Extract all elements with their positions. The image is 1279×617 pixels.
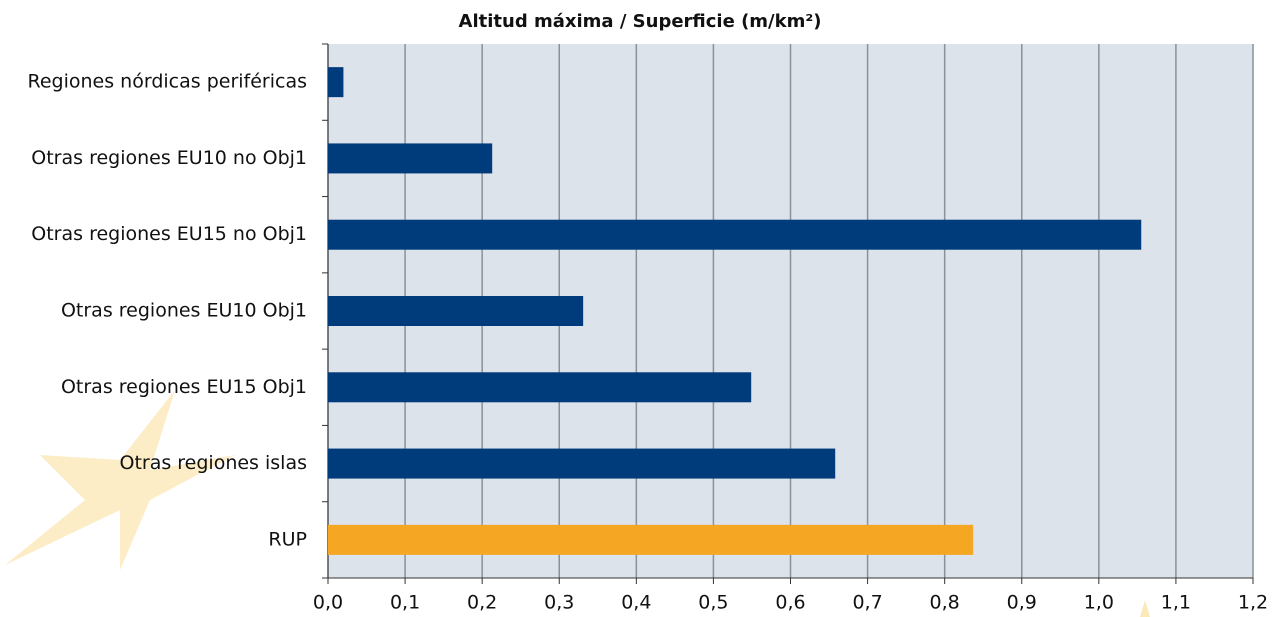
x-tick-label: 1,0: [1084, 592, 1114, 614]
x-tick-label: 0,5: [698, 592, 728, 614]
x-tick-label: 0,9: [1007, 592, 1037, 614]
bar: [328, 220, 1141, 250]
x-tick-label: 1,2: [1238, 592, 1268, 614]
x-tick-label: 0,4: [621, 592, 651, 614]
chart: Altitud máxima / Superficie (m/km²) 0,0 0…: [0, 0, 1279, 617]
bar: [328, 296, 583, 326]
bar: [328, 525, 973, 555]
x-tick-label: 0,8: [930, 592, 960, 614]
y-tick-label: RUP: [268, 528, 307, 550]
y-tick-label: Otras regiones EU10 no Obj1: [31, 147, 307, 169]
bar: [328, 67, 343, 97]
y-tick-label: Otras regiones EU15 Obj1: [61, 376, 307, 398]
star-decoration: [1140, 600, 1150, 617]
bar: [328, 143, 492, 173]
x-tick-label: 0,0: [313, 592, 343, 614]
x-tick-label: 1,1: [1161, 592, 1191, 614]
x-tick-label: 0,7: [852, 592, 882, 614]
bar: [328, 372, 751, 402]
y-tick-label: Otras regiones EU10 Obj1: [61, 300, 307, 322]
x-tick-label: 0,1: [390, 592, 420, 614]
y-tick-label: Otras regiones EU15 no Obj1: [31, 223, 307, 245]
chart-title: Altitud máxima / Superficie (m/km²): [459, 11, 822, 32]
y-tick-label: Regiones nórdicas periféricas: [28, 71, 307, 93]
bar: [328, 449, 835, 479]
x-tick-label: 0,6: [775, 592, 805, 614]
star-decoration: [5, 390, 235, 570]
x-tick-label: 0,2: [467, 592, 497, 614]
y-tick-label: Otras regiones islas: [119, 452, 307, 474]
x-tick-label: 0,3: [544, 592, 574, 614]
